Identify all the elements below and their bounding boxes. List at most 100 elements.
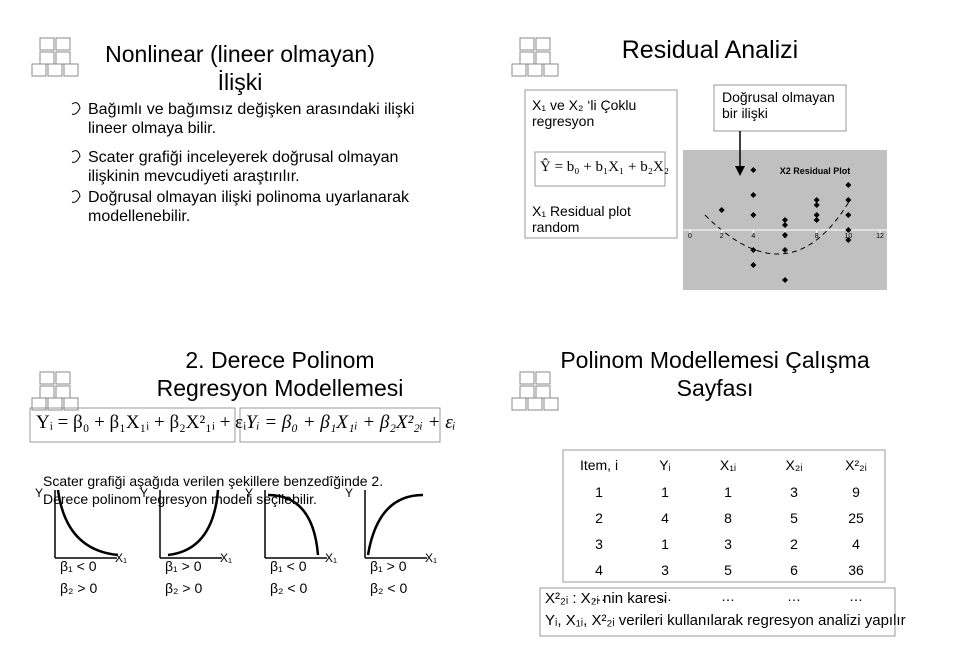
point — [782, 217, 788, 223]
bullet-icon — [71, 190, 81, 203]
slide-icon — [535, 51, 551, 65]
slide-icon — [39, 385, 55, 399]
slide-icon — [535, 385, 551, 399]
condition: β₁ < 0 — [60, 558, 97, 574]
slide-title: 2. Derece Polinom Regresyon Modellemesi — [156, 347, 404, 401]
table-cell: 25 — [848, 510, 864, 526]
point — [750, 262, 757, 268]
slide-icon — [511, 63, 527, 77]
slide-icon — [39, 371, 55, 385]
formula: Ŷ = b₀ + b₁X₁ + b₂X₂ — [540, 159, 670, 175]
curve — [366, 493, 424, 556]
box — [524, 89, 678, 239]
x-tick-label: 2 — [720, 233, 724, 240]
condition: β₂ < 0 — [270, 580, 307, 596]
axis-label: Y — [245, 486, 253, 500]
slide-icon — [47, 397, 63, 411]
point — [845, 237, 852, 243]
slide-icon — [519, 385, 535, 399]
point — [813, 202, 820, 208]
slide-icon — [63, 397, 79, 411]
point — [750, 167, 757, 173]
bullet-text: Scater grafiği inceleyerek doğrusal olma… — [88, 149, 399, 185]
x-tick-label: 4 — [751, 233, 755, 240]
slide-icon — [55, 51, 71, 65]
point — [845, 227, 852, 233]
box-text: X₁ Residual plot random — [532, 203, 631, 235]
point — [845, 212, 852, 218]
slide-title: Nonlinear (lineer olmayan) İlişki — [105, 41, 375, 95]
table-cell: 8 — [724, 510, 732, 526]
axis-label: Y — [345, 486, 353, 500]
table-cell: 1 — [724, 484, 732, 500]
slide-icon — [31, 397, 47, 411]
condition: β₂ > 0 — [165, 580, 202, 596]
arrow-head — [735, 166, 745, 176]
bullet-icon — [71, 150, 81, 163]
plot-title: X2 Residual Plot — [779, 166, 851, 176]
slide-icon — [47, 63, 63, 77]
axis-label: Y — [140, 486, 148, 500]
slide-icon — [527, 397, 543, 411]
curve — [56, 489, 119, 557]
trend-curve — [704, 199, 851, 255]
point — [813, 212, 820, 218]
slide-icon — [527, 63, 543, 77]
box-text: Doğrusal olmayan bir ilişki — [722, 89, 835, 121]
table-cell: 3 — [595, 536, 603, 552]
formula: Yᵢ = β₀ + β₁X₁ᵢ + β₂X²₁ᵢ + εᵢ — [36, 412, 247, 433]
table-cell: 36 — [848, 562, 864, 578]
point — [813, 217, 820, 223]
table-cell: … — [658, 588, 672, 604]
note: Yᵢ, X₁ᵢ, X²₂ᵢ verileri kullanılarak regr… — [545, 612, 906, 629]
table-cell: 4 — [852, 536, 860, 552]
table-header: X₂ᵢ — [786, 457, 803, 473]
point — [750, 247, 757, 253]
point — [718, 207, 725, 213]
box — [29, 407, 236, 443]
slide-icon — [519, 371, 535, 385]
axis-label: X₁ — [325, 551, 337, 565]
note: X²₂ᵢ : X₂ᵢ nin karesi — [545, 590, 668, 607]
point — [782, 222, 788, 228]
bullet-text: Doğrusal olmayan ilişki polinoma uyarlan… — [88, 189, 410, 225]
table-cell: 2 — [595, 510, 603, 526]
table-cell: … — [592, 588, 606, 604]
slide-icon — [39, 37, 55, 51]
axis-label: X₁ — [425, 551, 437, 565]
slide-icon — [55, 385, 71, 399]
slide-icon — [511, 397, 527, 411]
slide-icon — [519, 51, 535, 65]
box — [539, 587, 896, 637]
condition: β₂ > 0 — [60, 580, 97, 596]
bullet-text: Bağımlı ve bağımsız değişken arasındaki … — [88, 101, 415, 137]
table-cell: 1 — [595, 484, 603, 500]
slide-icon — [31, 63, 47, 77]
slide-icon — [543, 63, 559, 77]
table-cell: … — [787, 588, 801, 604]
point — [782, 247, 788, 253]
box-text: X₁ ve X₂ ‘li Çoklu regresyon — [532, 97, 637, 129]
table-cell: … — [849, 588, 863, 604]
table-header: Yᵢ — [659, 457, 671, 473]
table-cell: 4 — [661, 510, 669, 526]
table-cell: 6 — [790, 562, 798, 578]
slide-icon — [535, 371, 551, 385]
table-cell: 1 — [661, 484, 669, 500]
body-text: Scater grafiği aşağıda verilen şekillere… — [43, 473, 384, 507]
box — [534, 151, 666, 187]
table-cell: 1 — [661, 536, 669, 552]
x-tick-label: 12 — [876, 233, 884, 240]
slide-icon — [519, 37, 535, 51]
formula: Yᵢ = β₀ + β₁X₁ᵢ + β₂X²₂ᵢ + εᵢ — [246, 412, 456, 433]
table-cell: 3 — [790, 484, 798, 500]
table-cell: 2 — [790, 536, 798, 552]
slide-title: Residual Analizi — [621, 36, 799, 64]
point — [813, 197, 820, 203]
slide-icon — [55, 371, 71, 385]
table-cell: … — [721, 588, 735, 604]
condition: β₁ < 0 — [270, 558, 307, 574]
slide-icon — [535, 37, 551, 51]
slide-icon — [63, 63, 79, 77]
table-cell: 3 — [724, 536, 732, 552]
